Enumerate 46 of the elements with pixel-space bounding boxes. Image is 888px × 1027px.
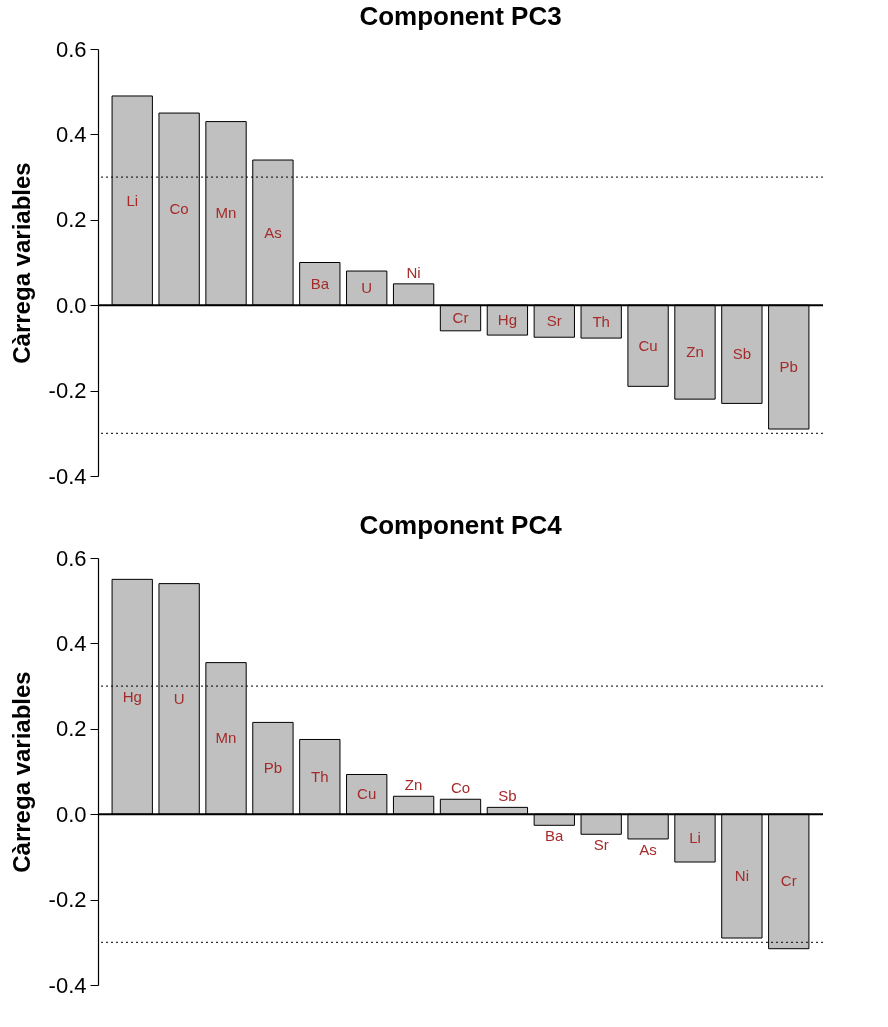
x-tick-label: Sb bbox=[498, 787, 517, 805]
x-tick-label: Co bbox=[169, 200, 189, 218]
y-tick-label: -0.4 bbox=[48, 972, 87, 998]
y-tick-label: -0.2 bbox=[48, 378, 87, 404]
y-axis-title: Càrrega variables bbox=[7, 671, 35, 873]
x-tick-label: Pb bbox=[263, 759, 283, 777]
x-tick-label: Cr bbox=[780, 872, 797, 890]
chart-title: Component PC4 bbox=[359, 510, 563, 540]
x-tick-label: Co bbox=[450, 779, 471, 797]
y-tick-label: -0.4 bbox=[48, 463, 87, 489]
x-tick-label: Sr bbox=[593, 836, 609, 854]
x-tick-label: Li bbox=[689, 829, 701, 847]
x-tick-label: Cr bbox=[452, 309, 469, 327]
y-tick-label: 0.0 bbox=[55, 801, 87, 827]
y-axis-title: Càrrega variables bbox=[7, 162, 35, 364]
y-tick-label: 0.6 bbox=[55, 545, 87, 571]
x-tick-label: Ba bbox=[545, 827, 565, 845]
x-tick-label: Ni bbox=[734, 867, 749, 885]
x-tick-label: Ba bbox=[310, 274, 330, 292]
y-tick-label: 0.4 bbox=[55, 630, 87, 656]
x-tick-label: Pb bbox=[779, 358, 798, 376]
x-tick-label: Sr bbox=[546, 312, 562, 330]
x-tick-label: Mn bbox=[215, 204, 237, 222]
y-tick-label: 0.2 bbox=[55, 716, 87, 742]
x-tick-label: U bbox=[173, 689, 185, 707]
x-tick-label: Sb bbox=[732, 345, 752, 363]
y-tick-label: 0.0 bbox=[55, 292, 87, 318]
x-tick-label: Hg bbox=[122, 687, 142, 705]
y-tick-label: -0.2 bbox=[48, 887, 87, 913]
y-tick-label: 0.6 bbox=[55, 36, 87, 62]
x-tick-label: Zn bbox=[404, 776, 423, 794]
x-tick-label: Cu bbox=[357, 785, 377, 803]
x-tick-label: Ni bbox=[406, 263, 421, 281]
x-tick-label: Li bbox=[126, 191, 139, 209]
x-tick-label: Hg bbox=[497, 311, 517, 329]
x-tick-label: As bbox=[639, 841, 657, 859]
y-tick-label: 0.2 bbox=[55, 207, 87, 233]
y-tick-label: 0.4 bbox=[55, 121, 87, 147]
x-tick-label: Th bbox=[592, 312, 610, 330]
x-tick-label: Zn bbox=[686, 343, 704, 361]
x-tick-label: Th bbox=[311, 767, 329, 785]
chart-title: Component PC3 bbox=[359, 1, 562, 31]
x-tick-label: Mn bbox=[215, 729, 237, 747]
x-tick-label: Cu bbox=[638, 336, 658, 354]
x-tick-label: As bbox=[264, 223, 282, 241]
x-tick-label: U bbox=[361, 279, 373, 297]
